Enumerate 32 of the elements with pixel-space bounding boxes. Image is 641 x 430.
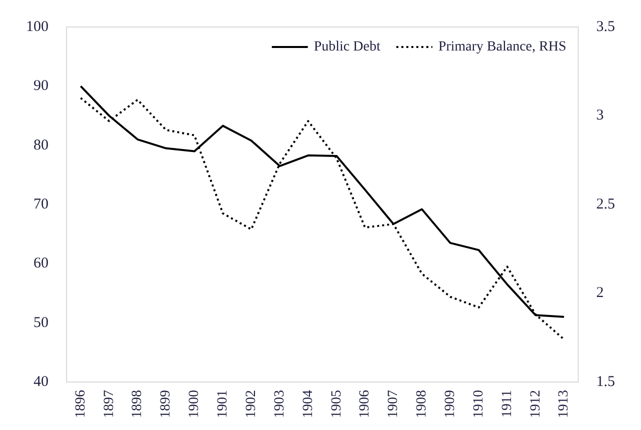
x-tick-label: 1897 bbox=[102, 390, 117, 418]
y-tick-label: 50 bbox=[34, 314, 48, 331]
x-tick-label: 1896 bbox=[73, 390, 88, 418]
x-tick-label: 1899 bbox=[158, 390, 174, 418]
x-tick-label: 1900 bbox=[187, 390, 202, 418]
y2-tick-label: 2.5 bbox=[596, 196, 615, 212]
y-tick-label: 70 bbox=[34, 196, 48, 212]
x-tick-label: 1908 bbox=[414, 390, 430, 418]
legend-label: Primary Balance, RHS bbox=[438, 40, 566, 55]
x-tick-label: 1912 bbox=[528, 390, 544, 418]
x-tick-label: 1904 bbox=[300, 390, 316, 418]
y2-tick-label: 1.5 bbox=[596, 374, 615, 390]
x-tick-label: 1905 bbox=[329, 390, 344, 418]
x-tick-label: 1906 bbox=[358, 390, 373, 418]
x-tick-label: 1913 bbox=[556, 390, 572, 418]
y2-tick-label: 3 bbox=[596, 108, 604, 124]
x-tick-label: 1903 bbox=[272, 390, 288, 418]
x-tick-label: 1901 bbox=[216, 390, 231, 418]
legend-label: Public Debt bbox=[314, 40, 380, 55]
x-tick-label: 1902 bbox=[244, 390, 259, 418]
y-tick-label: 90 bbox=[34, 78, 48, 94]
x-tick-label: 1909 bbox=[442, 390, 458, 418]
y-tick-label: 60 bbox=[34, 256, 48, 272]
x-tick-label: 1898 bbox=[130, 390, 146, 418]
x-tick-label: 1910 bbox=[471, 390, 486, 418]
y2-tick-label: 3.5 bbox=[596, 18, 615, 35]
x-tick-label: 1911 bbox=[500, 390, 515, 418]
x-tick-label: 1907 bbox=[386, 390, 402, 418]
y-tick-label: 80 bbox=[34, 137, 48, 154]
y-tick-label: 40 bbox=[34, 374, 48, 390]
y-tick-label: 100 bbox=[26, 18, 48, 35]
y2-tick-label: 2 bbox=[596, 285, 604, 302]
